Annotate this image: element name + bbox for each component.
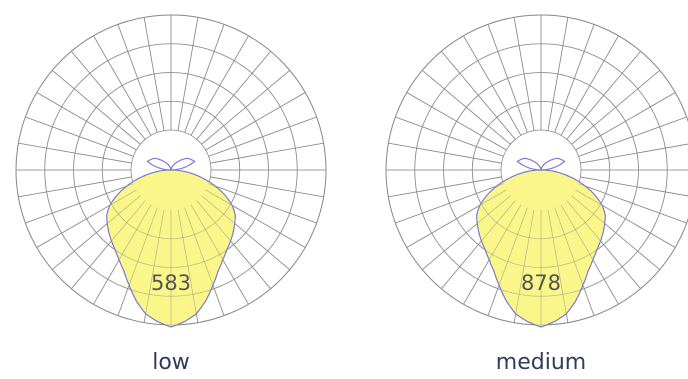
- grid-ring-overlay: [73, 72, 269, 268]
- upward-lobe: [146, 157, 172, 171]
- polar-chart-low: 583: [15, 14, 327, 328]
- polar-chart-medium: 878: [385, 14, 688, 328]
- upward-lobe: [540, 157, 566, 171]
- grid-spoke-overlay: [580, 176, 688, 197]
- caption-low: low: [152, 350, 190, 375]
- peak-value-label: 878: [521, 271, 561, 295]
- grid-ring-overlay: [443, 72, 639, 268]
- grid-ring-overlay: [385, 14, 688, 326]
- grid-ring-overlay: [471, 100, 611, 240]
- grid-ring-overlay: [44, 43, 298, 297]
- upward-lobe: [170, 157, 196, 171]
- grid-spoke-overlay: [580, 143, 688, 164]
- grid-ring-overlay: [414, 43, 668, 297]
- caption-medium: medium: [495, 350, 587, 375]
- peak-value-label: 583: [151, 271, 191, 295]
- grid-ring-overlay: [15, 14, 327, 326]
- upward-lobe: [516, 157, 542, 171]
- grid-ring-overlay: [101, 100, 241, 240]
